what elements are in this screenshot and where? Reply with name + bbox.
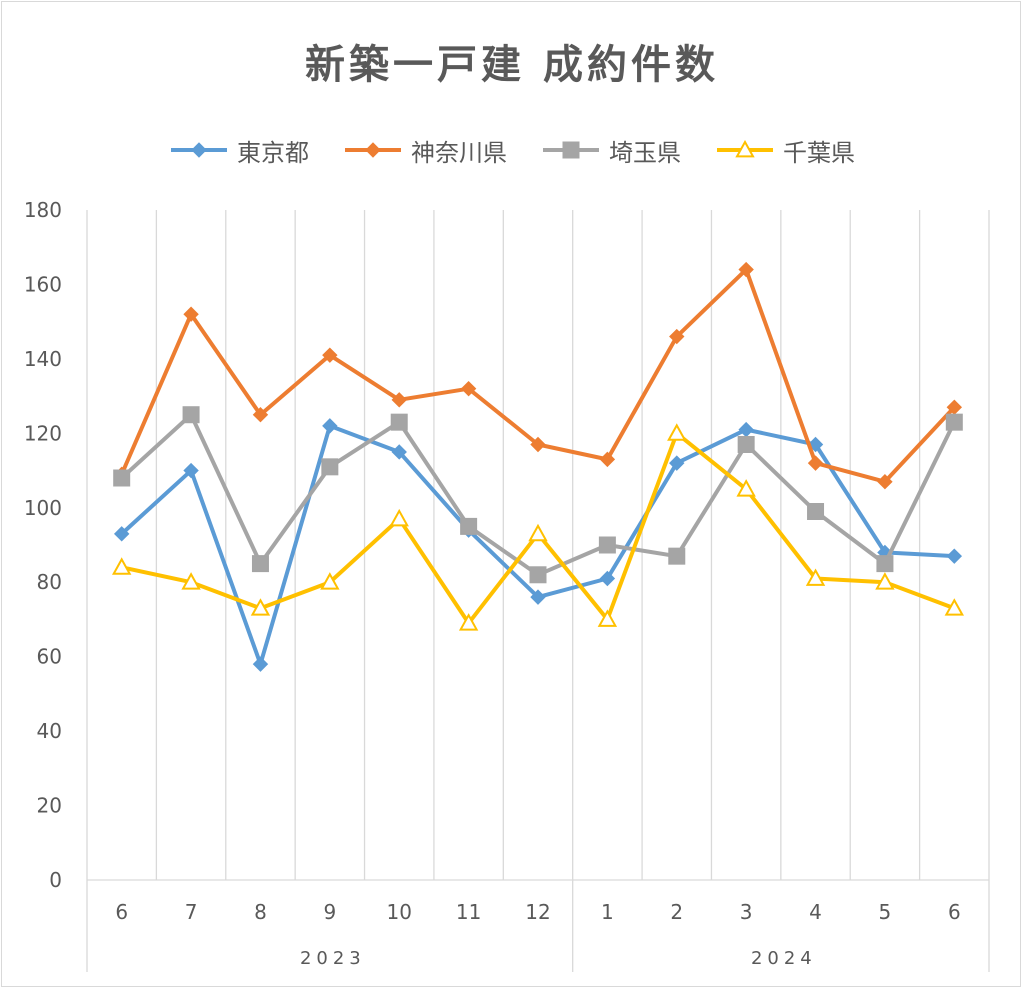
y-tick-label: 40 [37,719,62,743]
x-tick-label: 7 [185,900,198,924]
chart-title: 新築一戸建 成約件数 [305,42,719,88]
legend-label: 埼玉県 [609,138,681,167]
series-marker [181,572,201,590]
series-marker [807,503,825,520]
series-marker [669,455,685,471]
series-marker [735,140,755,158]
series-marker [597,609,618,627]
y-tick-label: 100 [24,496,62,520]
y-tick-label: 120 [24,421,62,445]
series-marker [321,458,339,476]
series-marker [530,589,546,605]
series-marker [320,572,340,590]
series-marker [365,142,381,158]
legend-swatch [717,140,773,158]
y-tick-label: 0 [49,868,62,892]
series-marker [252,407,269,423]
y-tick-label: 60 [37,645,62,669]
series-marker [191,142,207,158]
series-marker [389,508,409,527]
legend-item: 埼玉県 [541,132,681,168]
legend-swatch [543,141,599,159]
legend-swatch [171,142,227,158]
series-marker [807,455,824,471]
series-marker [737,436,755,453]
x-tick-label: 1 [601,900,614,924]
series-marker [875,572,895,590]
legend-swatch [345,142,401,158]
series-marker [599,451,616,468]
series-marker [528,523,548,542]
x-tick-label: 6 [115,900,128,924]
y-tick-label: 80 [37,570,62,594]
series-marker [391,392,407,408]
series-marker [113,526,130,542]
series-marker [876,555,894,573]
series-marker [738,421,754,438]
series-marker [460,380,477,397]
x-tick-label: 9 [323,900,336,924]
y-tick-label: 20 [37,794,62,818]
series-marker [667,423,687,441]
legend-label: 千葉県 [783,138,855,167]
x-tick-label: 3 [740,900,753,924]
legend-item: 千葉県 [715,132,855,168]
x-tick-label: 11 [456,900,481,924]
legend-label: 神奈川県 [411,138,507,167]
series-marker [390,413,408,431]
series-marker [251,555,269,573]
x-tick-label: 5 [879,900,892,924]
series-marker [530,436,546,453]
series-marker [183,306,199,322]
x-tick-label: 4 [809,900,822,924]
series-marker [391,444,407,460]
series-marker [945,413,963,431]
series-marker [669,328,685,345]
series-marker [322,347,338,363]
series-marker [877,474,893,490]
x-tick-label: 6 [948,900,961,924]
series-marker [562,141,580,159]
series-marker [944,598,965,616]
series-marker [183,462,199,479]
legend: 東京都 神奈川県 埼玉県 千葉県 [0,132,1024,168]
series-marker [599,570,616,587]
series-marker [250,598,271,616]
series-marker [738,261,754,278]
legend-item: 東京都 [169,132,309,168]
legend-label: 東京都 [237,138,309,167]
series-marker [805,568,826,586]
year-label: 2024 [751,948,817,969]
series-marker [736,479,756,497]
legend-item: 神奈川県 [343,132,507,168]
x-tick-label: 8 [254,900,267,924]
series-marker [458,613,479,631]
series-marker [598,536,616,554]
x-tick-label: 2 [670,900,683,924]
series-marker [182,406,200,424]
series-marker [322,418,338,434]
series-marker [946,548,963,564]
y-tick-label: 180 [24,198,62,222]
year-label: 2023 [300,948,366,969]
series-marker [460,517,478,535]
y-tick-label: 160 [24,272,62,296]
series-marker [111,557,132,575]
x-tick-label: 10 [387,900,412,924]
series-marker [668,547,686,565]
y-tick-label: 140 [24,347,62,371]
series-line [120,423,955,667]
series-marker [113,469,131,487]
x-tick-label: 12 [525,900,550,924]
series-marker [252,656,269,672]
series-marker [529,566,547,584]
